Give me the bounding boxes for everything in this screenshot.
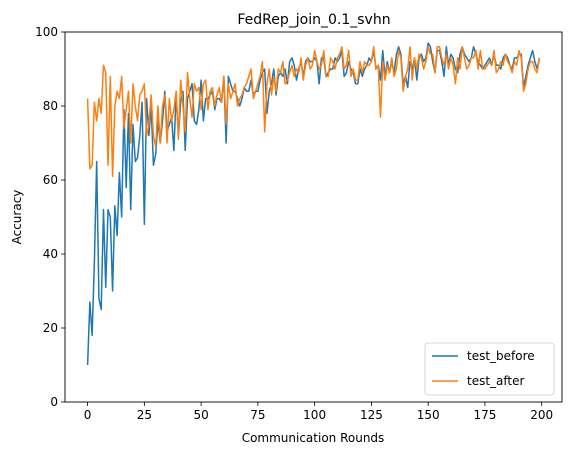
x-tick-label: 150: [417, 408, 440, 422]
y-tick-label: 0: [50, 395, 58, 409]
x-tick-label: 75: [250, 408, 265, 422]
y-axis: 0 20 40 60 80 100: [35, 25, 65, 409]
x-tick-label: 25: [137, 408, 152, 422]
y-tick-label: 80: [43, 99, 58, 113]
legend-label-test-after: test_after: [467, 374, 525, 388]
y-tick-label: 40: [43, 247, 58, 261]
x-tick-label: 0: [84, 408, 92, 422]
y-tick-label: 20: [43, 321, 58, 335]
y-tick-label: 60: [43, 173, 58, 187]
x-tick-label: 50: [193, 408, 208, 422]
y-axis-label: Accuracy: [10, 190, 24, 245]
legend-label-test-before: test_before: [467, 349, 535, 363]
x-axis: 0 25 50 75 100 125 150 175 200: [84, 402, 553, 422]
x-tick-label: 200: [530, 408, 553, 422]
y-tick-label: 100: [35, 25, 58, 39]
series-line-test-after: [86, 46, 541, 178]
x-tick-label: 100: [303, 408, 326, 422]
x-axis-label: Communication Rounds: [242, 431, 385, 445]
plot-lines: [86, 42, 541, 366]
x-tick-label: 175: [473, 408, 496, 422]
x-tick-label: 125: [360, 408, 383, 422]
plot-frame: [64, 31, 563, 403]
chart-title: FedRep_join_0.1_svhn: [237, 12, 390, 28]
legend: test_before test_after: [424, 342, 555, 396]
